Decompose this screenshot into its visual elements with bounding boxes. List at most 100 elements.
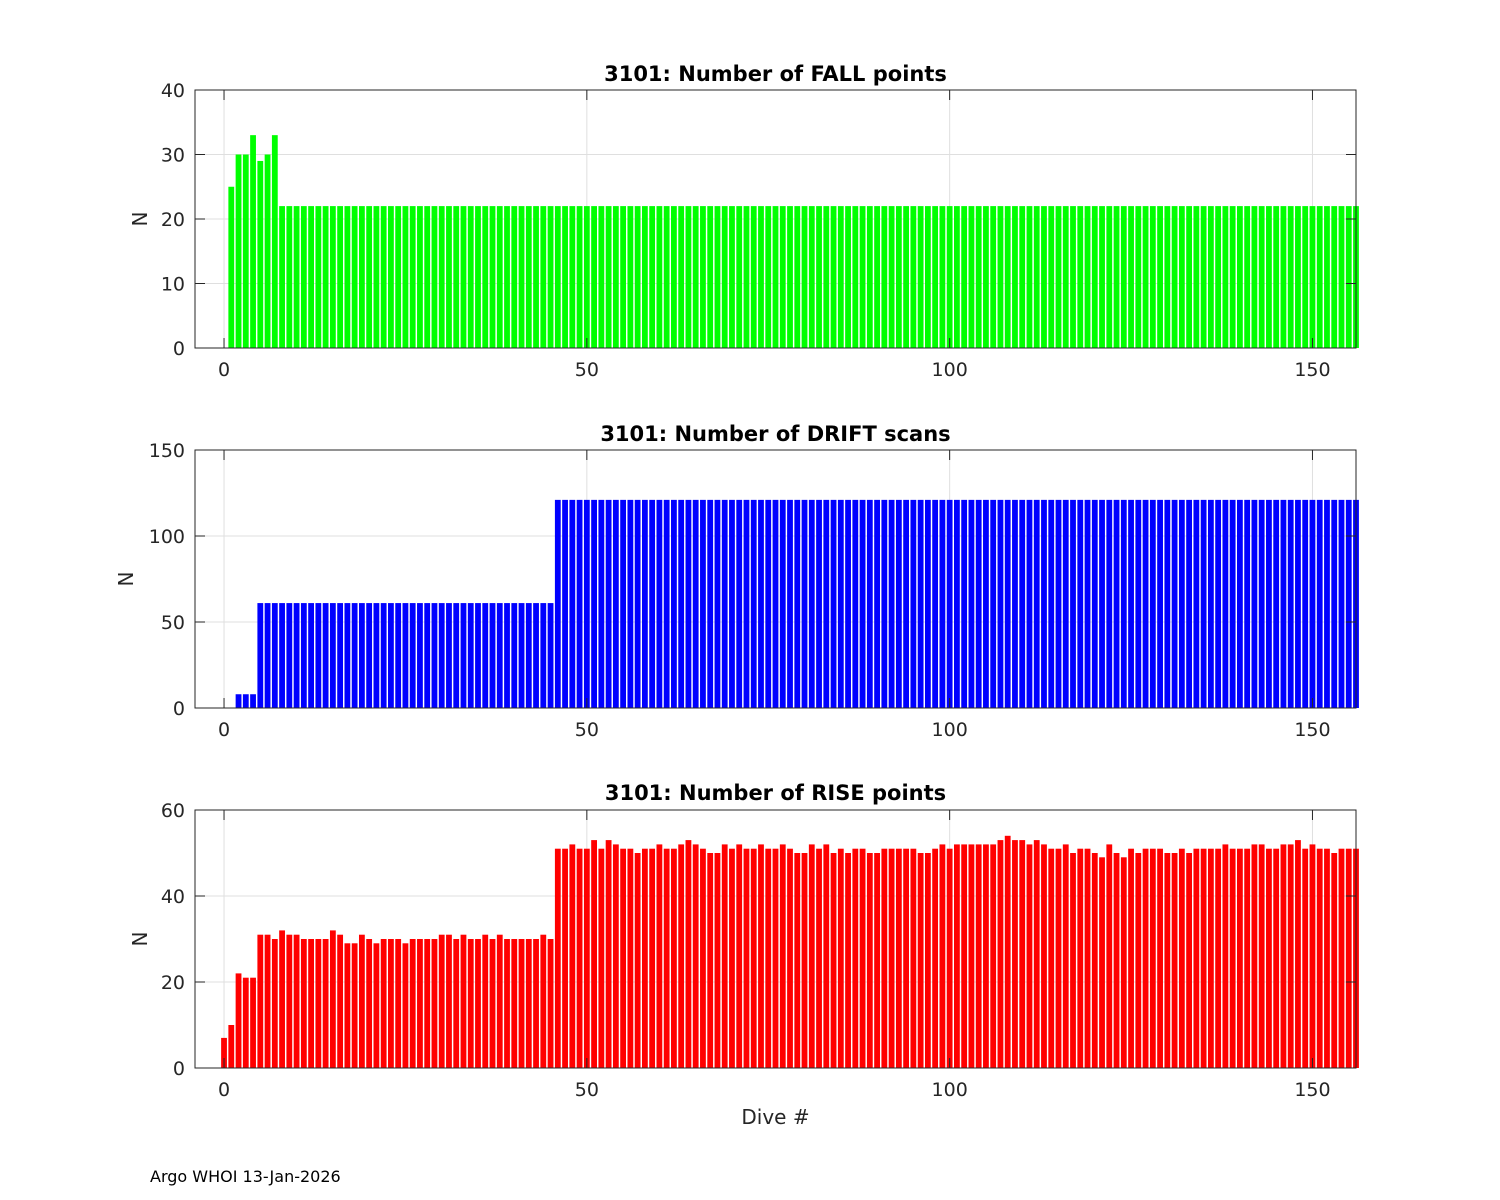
bar-rise (692, 844, 699, 1068)
bar-fall (569, 206, 576, 348)
bar-rise (1055, 848, 1062, 1068)
bar-fall (736, 206, 743, 348)
bar-rise (1077, 848, 1084, 1068)
chart-title-fall: 3101: Number of FALL points (604, 62, 947, 86)
bar-drift (823, 499, 830, 708)
bar-drift (830, 499, 837, 708)
bar-drift (1012, 499, 1018, 708)
y-axis-label-rise: N (128, 932, 152, 947)
bar-fall (750, 206, 757, 348)
bar-rise (250, 977, 256, 1068)
bar-drift (583, 499, 590, 708)
bar-drift (729, 499, 735, 708)
bar-rise (518, 939, 525, 1068)
bar-fall (242, 154, 249, 348)
bar-fall (424, 206, 431, 348)
bar-rise (446, 934, 452, 1068)
bar-rise (337, 934, 344, 1068)
bar-fall (968, 206, 975, 348)
bar-rise (917, 853, 924, 1068)
bar-rise (402, 943, 409, 1068)
bar-drift (1207, 499, 1214, 708)
bar-fall (678, 206, 685, 348)
bar-fall (257, 160, 264, 348)
bar-fall (1113, 206, 1120, 348)
x-tick-label-fall: 100 (932, 359, 968, 381)
bar-drift (554, 499, 561, 708)
bar-rise (308, 939, 315, 1068)
bar-fall (1084, 206, 1091, 348)
bar-rise (533, 939, 539, 1068)
bar-drift (692, 499, 699, 708)
bar-rise (417, 939, 423, 1068)
bar-drift (859, 499, 866, 708)
bar-rise (344, 943, 351, 1068)
bar-rise (598, 848, 605, 1068)
bar-fall (634, 206, 641, 348)
bar-fall (692, 206, 699, 348)
bar-fall (939, 206, 946, 348)
bar-drift (395, 603, 402, 708)
bar-drift (641, 499, 648, 708)
bar-rise (1106, 844, 1113, 1068)
bar-rise (924, 853, 931, 1068)
bar-drift (598, 499, 605, 708)
bar-drift (990, 499, 997, 708)
bar-fall (620, 206, 627, 348)
y-tick-label-drift: 50 (161, 612, 185, 634)
bar-drift (1120, 499, 1127, 708)
bar-drift (794, 499, 801, 708)
y-tick-label-drift: 0 (173, 698, 185, 720)
bar-drift (932, 499, 939, 708)
bar-drift (946, 499, 953, 708)
bar-rise (605, 840, 612, 1068)
y-tick-label-fall: 10 (161, 274, 185, 296)
bar-rise (358, 934, 365, 1068)
bar-fall (801, 206, 808, 348)
bar-fall (932, 206, 939, 348)
bar-rise (1120, 857, 1127, 1068)
bar-drift (1048, 499, 1055, 708)
bar-fall (1251, 206, 1258, 348)
bar-rise (315, 939, 322, 1068)
bar-fall (591, 206, 597, 348)
bar-drift (366, 603, 373, 708)
bar-drift (293, 603, 300, 708)
bar-rise (1324, 848, 1330, 1068)
bar-fall (1019, 206, 1026, 348)
bar-fall (271, 135, 278, 348)
bar-rise (431, 939, 438, 1068)
bar-drift (1128, 499, 1134, 708)
bar-fall (438, 206, 445, 348)
bar-fall (446, 206, 452, 348)
bar-drift (634, 499, 641, 708)
bar-drift (975, 499, 982, 708)
footer-credit: Argo WHOI 13-Jan-2026 (150, 1167, 341, 1186)
bar-fall (482, 206, 489, 348)
bar-fall (1120, 206, 1127, 348)
bar-rise (1200, 848, 1207, 1068)
bar-drift (685, 499, 692, 708)
bar-drift (765, 499, 772, 708)
bar-rise (946, 848, 953, 1068)
bar-fall (779, 206, 786, 348)
bar-fall (358, 206, 365, 348)
bar-rise (504, 939, 510, 1068)
bar-rise (1338, 848, 1345, 1068)
y-tick-label-rise: 40 (161, 886, 185, 908)
bar-drift (837, 499, 844, 708)
bar-drift (1280, 499, 1287, 708)
y-tick-label-fall: 20 (161, 209, 185, 231)
bar-drift (903, 499, 910, 708)
bar-drift (961, 499, 968, 708)
bar-rise (779, 844, 786, 1068)
bar-fall (1186, 206, 1193, 348)
bar-rise (482, 934, 489, 1068)
bar-fall (656, 206, 663, 348)
bar-fall (685, 206, 692, 348)
bar-fall (1099, 206, 1105, 348)
bar-rise (707, 853, 714, 1068)
bar-drift (714, 499, 721, 708)
bar-fall (823, 206, 830, 348)
bar-drift (1222, 499, 1229, 708)
